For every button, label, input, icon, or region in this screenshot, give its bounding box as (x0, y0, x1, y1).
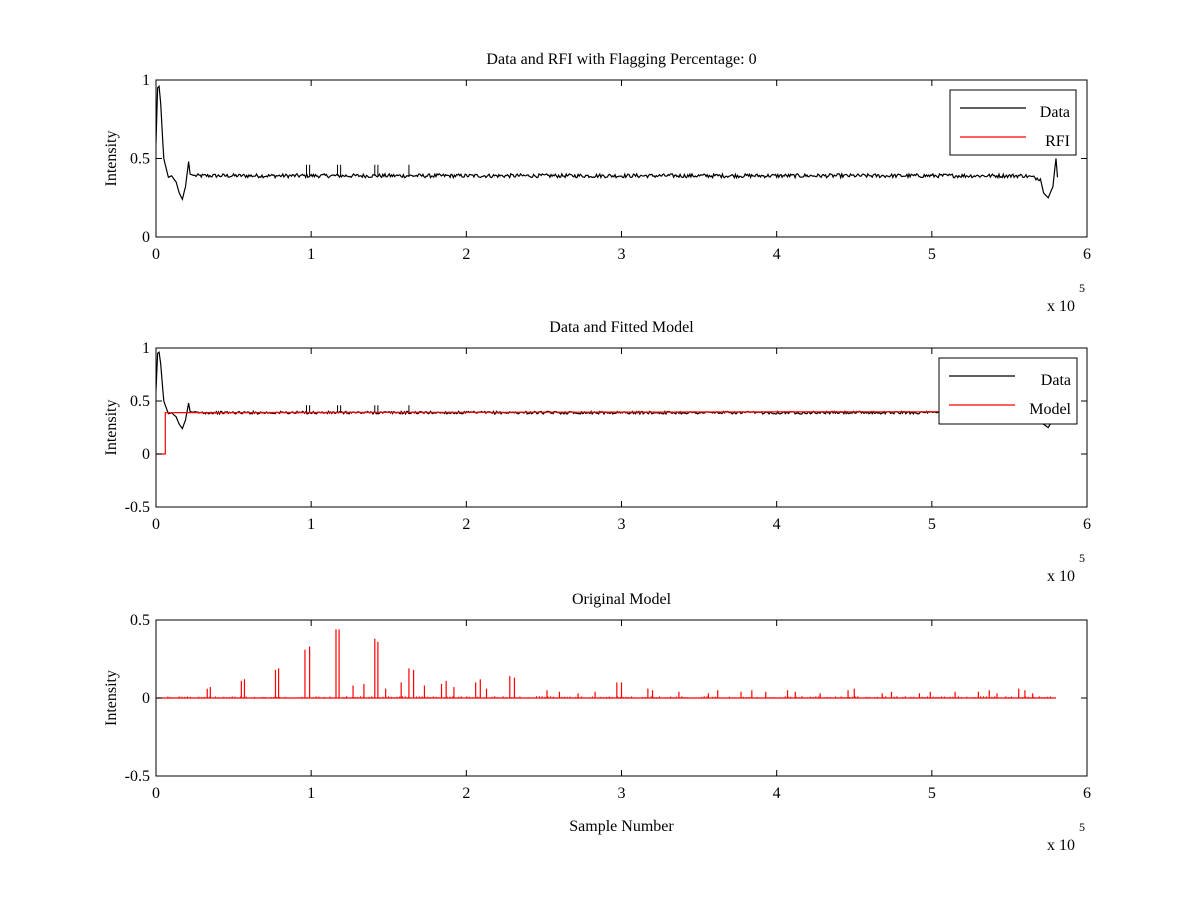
x-exponent-label: x 10 (1047, 298, 1075, 315)
y-tick-label: 0 (142, 690, 150, 707)
x-tick-label: 5 (928, 785, 936, 802)
legend-label: RFI (1045, 133, 1070, 150)
x-tick-label: 1 (307, 246, 315, 263)
legend-label: Data (1041, 372, 1071, 389)
x-tick-label: 0 (152, 246, 160, 263)
series-line-data (156, 84, 1059, 201)
panel-top: 0 1 2 3 4 5 6 0 0.5 1 Data and RFI with Flagging P… (103, 51, 1091, 315)
y-tick-label: 0 (142, 229, 150, 246)
x-tick-label: 0 (152, 516, 160, 533)
legend-label: Data (1040, 104, 1070, 121)
x-tick-label: 4 (773, 516, 781, 533)
x-tick-label: 3 (618, 785, 626, 802)
y-tick-label: -0.5 (125, 499, 150, 516)
plot-area (156, 351, 1059, 455)
chart-title: Original Model (572, 591, 672, 608)
y-tick-label: 0.5 (130, 393, 150, 410)
x-exponent-label: x 10 (1047, 568, 1075, 585)
x-tick-label: 6 (1083, 516, 1091, 533)
y-axis-label: Intensity (103, 670, 120, 726)
chart-title: Data and Fitted Model (549, 319, 694, 336)
legend: Data RFI (949, 89, 1077, 156)
x-tick-label: 2 (462, 516, 470, 533)
x-exponent-power: 5 (1079, 551, 1085, 565)
x-tick-label: 1 (307, 516, 315, 533)
y-tick-label: 0.5 (130, 151, 150, 168)
x-tick-label: 4 (773, 785, 781, 802)
series-line-model (156, 411, 1056, 455)
x-tick-label: 5 (928, 516, 936, 533)
legend: Data Model (938, 357, 1078, 425)
legend-label: Model (1029, 401, 1071, 418)
x-tick-label: 5 (928, 246, 936, 263)
legend-box (949, 89, 1077, 156)
x-tick-label: 3 (618, 516, 626, 533)
x-tick-label: 2 (462, 785, 470, 802)
legend-box (938, 357, 1078, 425)
x-tick-label: 3 (618, 246, 626, 263)
x-tick-label: 4 (773, 246, 781, 263)
x-tick-label: 2 (462, 246, 470, 263)
plot-frame (155, 347, 1088, 508)
x-exponent-power: 5 (1079, 820, 1085, 834)
x-axis-label: Sample Number (569, 818, 674, 835)
chart-title: Data and RFI with Flagging Percentage: 0 (486, 51, 756, 68)
y-axis-label: Intensity (103, 131, 120, 187)
series-line-data (156, 351, 1059, 430)
y-tick-label: 0.5 (130, 612, 150, 629)
x-exponent-label: x 10 (1047, 837, 1075, 854)
y-tick-label: -0.5 (125, 768, 150, 785)
y-tick-label: 1 (142, 340, 150, 357)
x-tick-label: 1 (307, 785, 315, 802)
x-exponent-power: 5 (1079, 281, 1085, 295)
y-axis-label: Intensity (103, 400, 120, 456)
plot-area (156, 84, 1059, 201)
y-tick-label: 0 (142, 446, 150, 463)
plot-frame (155, 79, 1088, 238)
x-tick-label: 6 (1083, 246, 1091, 263)
x-tick-label: 6 (1083, 785, 1091, 802)
plot-area (156, 629, 1056, 699)
y-tick-label: 1 (142, 72, 150, 89)
x-tick-label: 0 (152, 785, 160, 802)
